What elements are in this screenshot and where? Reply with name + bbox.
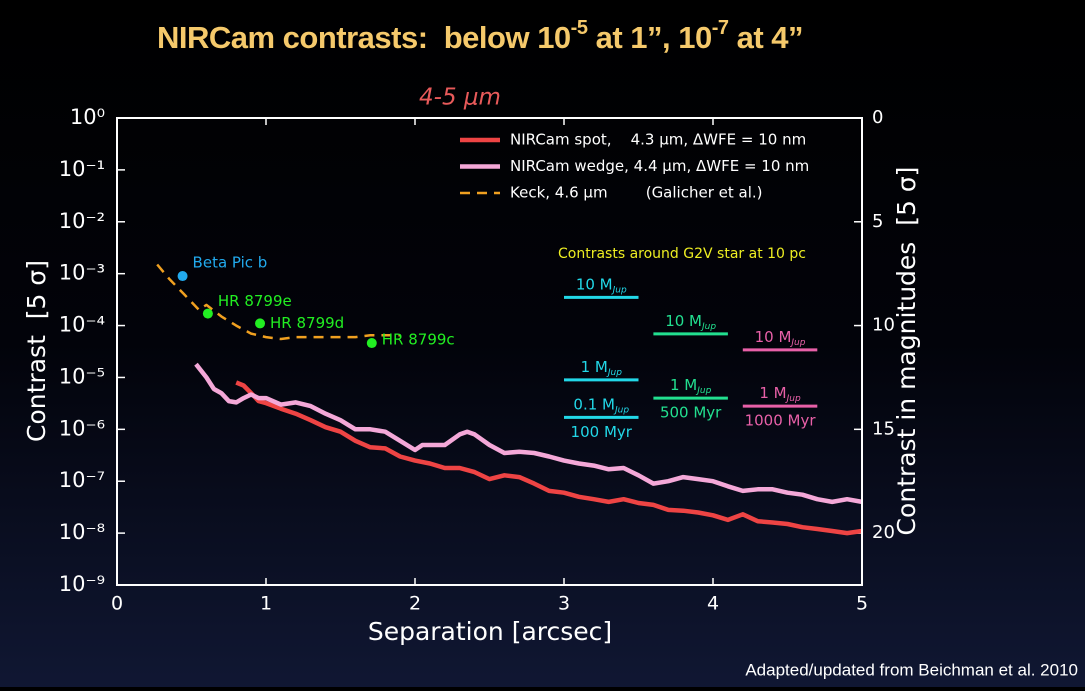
y2-tick-label: 0 [872, 107, 883, 128]
x-axis-label: Separation [arcsec] [368, 617, 612, 646]
mass-label: 1 MJup [581, 357, 623, 377]
credit: Adapted/updated from Beichman et al. 201… [745, 660, 1078, 679]
mass-value: 0.1 M [573, 395, 615, 413]
y2-tick-label: 15 [872, 418, 895, 439]
planet-label: Beta Pic b [193, 254, 268, 272]
mass-value: 1 M [670, 376, 697, 394]
title-part: NIRCam contrasts: below 10 [157, 20, 571, 55]
age-label: 100 Myr [571, 423, 633, 441]
x-tick-label: 0 [111, 593, 123, 615]
y-axis-label: Contrast [5 σ] [22, 260, 51, 442]
y2-tick-label: 20 [872, 522, 895, 543]
mass-label: 10 MJup [576, 275, 627, 295]
y2-tick-label: 5 [872, 211, 883, 232]
planet-point [177, 271, 188, 282]
y-tick-label: 10⁻¹ [59, 157, 105, 181]
y2-tick-label: 10 [872, 315, 895, 336]
mass-label: 10 MJup [755, 327, 806, 347]
legend-label: NIRCam spot, 4.3 μm, ΔWFE = 10 nm [510, 131, 806, 149]
mass-value: 10 M [576, 275, 613, 293]
title-part: at 4” [729, 20, 804, 55]
planet-point [255, 318, 266, 329]
y-tick-label: 10⁻⁵ [59, 364, 105, 388]
y-tick-label: 10⁻³ [59, 261, 105, 285]
planet-point [366, 338, 377, 349]
mass-value: 1 M [581, 357, 608, 375]
y-tick-label: 10⁻⁴ [59, 313, 105, 337]
y-tick-label: 10⁻⁸ [59, 520, 105, 544]
mass-label: 10 MJup [665, 311, 716, 331]
mass-value: 10 M [665, 311, 702, 329]
age-label: 1000 Myr [745, 412, 817, 430]
mass-unit-sub: Jup [785, 394, 801, 404]
planet-label: HR 8799d [270, 314, 344, 332]
mass-unit-sub: Jup [789, 337, 805, 347]
title-part: -7 [712, 17, 729, 39]
y-tick-label: 10⁻⁶ [59, 416, 105, 440]
y-tick-label: 10⁻⁷ [59, 468, 105, 492]
mass-label: 0.1 MJup [573, 395, 629, 415]
mass-unit-sub: Jup [695, 386, 711, 396]
y-tick-label: 10⁰ [70, 105, 105, 129]
mass-unit-sub: Jup [700, 321, 716, 331]
mass-label: 1 MJup [670, 376, 712, 396]
planet-point [202, 308, 213, 319]
mass-unit-sub: Jup [606, 367, 622, 377]
mass-header: Contrasts around G2V star at 10 pc [558, 246, 806, 262]
x-tick-label: 5 [856, 593, 868, 615]
legend-label: NIRCam wedge, 4.4 μm, ΔWFE = 10 nm [510, 157, 809, 175]
x-tick-label: 2 [409, 593, 421, 615]
chart-title: NIRCam contrasts: below 10-5 at 1”, 10-7… [157, 17, 803, 55]
y2-axis-label: Contrast in magnitudes [5 σ] [892, 167, 921, 536]
x-tick-label: 1 [260, 593, 272, 615]
title-part: at 1”, 10 [587, 20, 711, 55]
plot-frame [116, 117, 863, 586]
legend-label: Keck, 4.6 μm (Galicher et al.) [510, 184, 763, 202]
mass-value: 1 M [759, 384, 786, 402]
x-tick-label: 3 [558, 593, 570, 615]
mass-unit-sub: Jup [611, 285, 627, 295]
title-part: -5 [571, 17, 588, 39]
chart-subtitle: 4-5 μm [419, 85, 501, 111]
age-label: 500 Myr [660, 404, 722, 422]
y-tick-label: 10⁻² [59, 209, 105, 233]
planet-label: HR 8799c [382, 331, 455, 349]
mass-label: 1 MJup [759, 384, 801, 404]
mass-unit-sub: Jup [613, 405, 629, 415]
y-tick-label: 10⁻⁹ [59, 572, 105, 596]
planet-label: HR 8799e [218, 292, 292, 310]
x-tick-label: 4 [707, 593, 719, 615]
series-line [235, 380, 863, 536]
series-line [194, 362, 863, 505]
mass-value: 10 M [755, 327, 792, 345]
